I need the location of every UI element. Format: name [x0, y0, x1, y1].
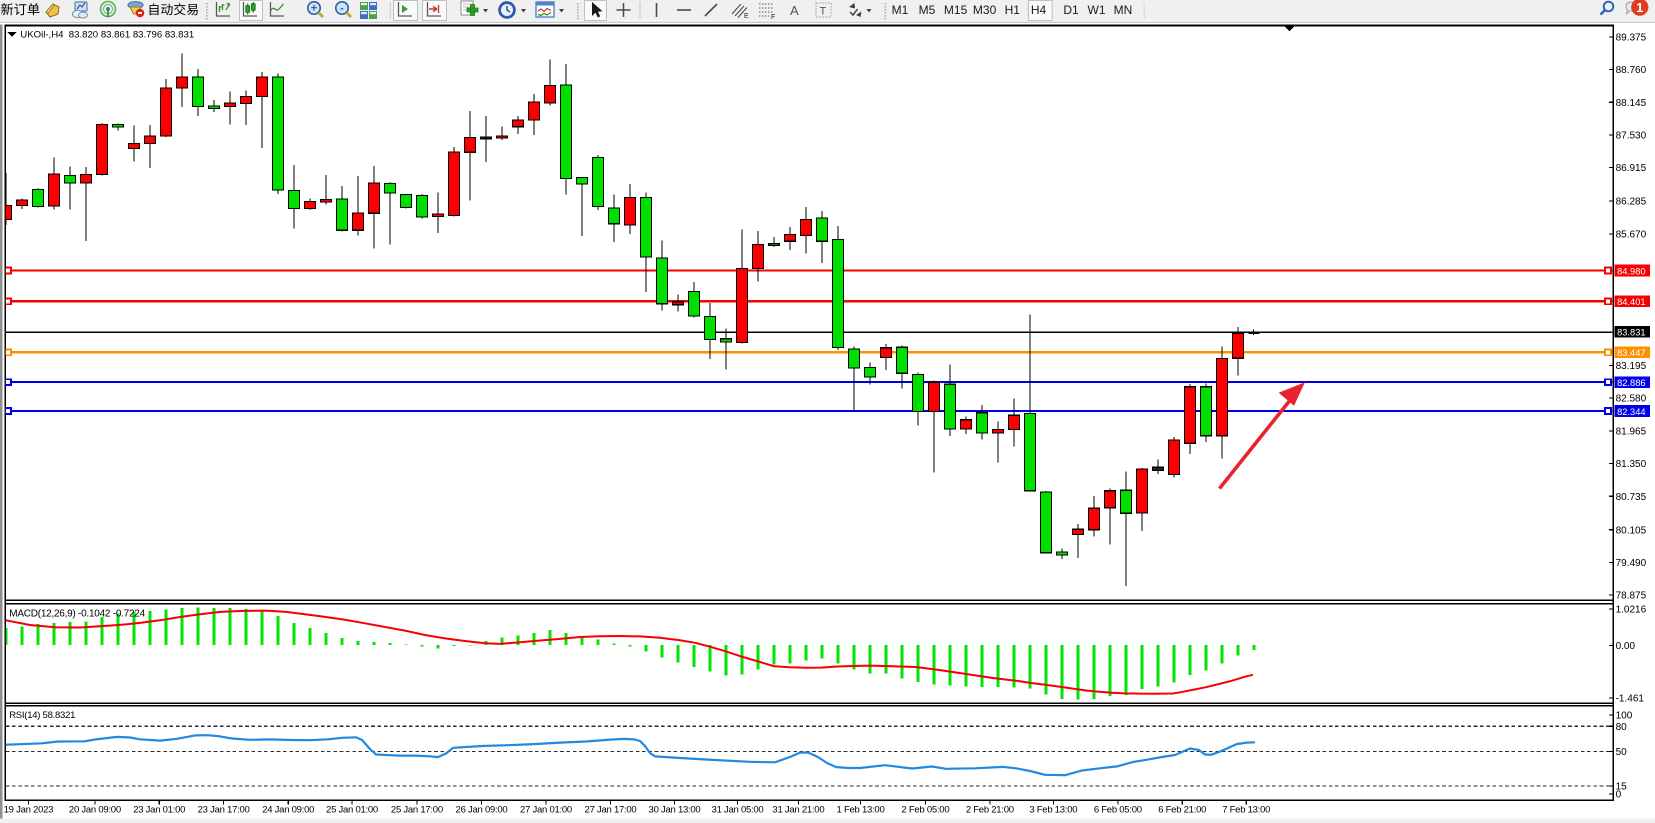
- svg-text:86.285: 86.285: [1616, 197, 1647, 208]
- svg-text:1: 1: [1636, 0, 1643, 15]
- svg-text:27 Jan 01:00: 27 Jan 01:00: [520, 805, 572, 816]
- svg-text:A: A: [790, 3, 799, 18]
- svg-text:83.195: 83.195: [1616, 361, 1647, 372]
- svg-text:25 Jan 17:00: 25 Jan 17:00: [391, 805, 443, 816]
- svg-text:79.490: 79.490: [1616, 558, 1647, 569]
- svg-text:0.00: 0.00: [1616, 641, 1636, 652]
- svg-text:30 Jan 13:00: 30 Jan 13:00: [649, 805, 701, 816]
- svg-text:-: -: [340, 3, 344, 15]
- svg-text:100: 100: [1616, 711, 1633, 722]
- svg-text:2 Feb 05:00: 2 Feb 05:00: [901, 805, 949, 816]
- svg-text:78.875: 78.875: [1616, 591, 1647, 602]
- svg-text:MN: MN: [1114, 3, 1133, 17]
- svg-text:23 Jan 17:00: 23 Jan 17:00: [198, 805, 250, 816]
- svg-text:24 Jan 09:00: 24 Jan 09:00: [262, 805, 314, 816]
- svg-text:UKOil-,H4 83.820 83.861 83.79: UKOil-,H4 83.820 83.861 83.796 83.831: [20, 29, 194, 40]
- svg-text:6 Feb 05:00: 6 Feb 05:00: [1094, 805, 1142, 816]
- svg-text:84.401: 84.401: [1617, 297, 1645, 307]
- svg-text:T: T: [820, 6, 827, 18]
- svg-text:M5: M5: [919, 3, 936, 17]
- svg-text:0: 0: [1616, 789, 1622, 800]
- svg-text:2 Feb 21:00: 2 Feb 21:00: [966, 805, 1014, 816]
- svg-text:H1: H1: [1005, 3, 1021, 17]
- svg-text:82.886: 82.886: [1617, 378, 1645, 388]
- svg-text:89.375: 89.375: [1616, 32, 1647, 43]
- svg-text:81.965: 81.965: [1616, 426, 1647, 437]
- svg-text:84.980: 84.980: [1617, 266, 1645, 276]
- svg-text:19 Jan 2023: 19 Jan 2023: [4, 805, 54, 816]
- svg-text:23 Jan 01:00: 23 Jan 01:00: [133, 805, 185, 816]
- svg-text:6 Feb 21:00: 6 Feb 21:00: [1158, 805, 1206, 816]
- svg-text:85.670: 85.670: [1616, 229, 1647, 240]
- svg-text:82.580: 82.580: [1616, 394, 1647, 405]
- svg-text:26 Jan 09:00: 26 Jan 09:00: [456, 805, 508, 816]
- svg-text:RSI(14) 58.8321: RSI(14) 58.8321: [9, 710, 75, 721]
- svg-text:82.344: 82.344: [1617, 407, 1645, 417]
- svg-text:83.831: 83.831: [1617, 328, 1645, 338]
- svg-text:MACD(12,26,9) -0.1042 -0.7224: MACD(12,26,9) -0.1042 -0.7224: [9, 609, 145, 620]
- svg-text:86.915: 86.915: [1616, 163, 1647, 174]
- svg-text:80.735: 80.735: [1616, 492, 1647, 503]
- svg-text:1.0216: 1.0216: [1616, 605, 1647, 616]
- svg-text:81.350: 81.350: [1616, 459, 1647, 470]
- svg-text:20 Jan 09:00: 20 Jan 09:00: [69, 805, 121, 816]
- svg-text:50: 50: [1616, 747, 1628, 758]
- svg-text:1 Feb 13:00: 1 Feb 13:00: [837, 805, 885, 816]
- svg-text:27 Jan 17:00: 27 Jan 17:00: [585, 805, 637, 816]
- svg-text:M15: M15: [944, 3, 968, 17]
- svg-text:88.760: 88.760: [1616, 65, 1647, 76]
- svg-text:E: E: [744, 13, 749, 20]
- svg-text:15: 15: [1616, 782, 1628, 793]
- svg-text:25 Jan 01:00: 25 Jan 01:00: [326, 805, 378, 816]
- svg-text:M1: M1: [892, 3, 909, 17]
- svg-text:31 Jan 05:00: 31 Jan 05:00: [712, 805, 764, 816]
- svg-text:H4: H4: [1031, 3, 1047, 17]
- svg-text:87.530: 87.530: [1616, 131, 1647, 142]
- svg-text:7 Feb 13:00: 7 Feb 13:00: [1222, 805, 1270, 816]
- svg-text:80.105: 80.105: [1616, 525, 1647, 536]
- svg-text:M30: M30: [973, 3, 997, 17]
- svg-text:31 Jan 21:00: 31 Jan 21:00: [772, 805, 824, 816]
- svg-text:80: 80: [1616, 722, 1628, 733]
- svg-text:3 Feb 13:00: 3 Feb 13:00: [1029, 805, 1077, 816]
- svg-text:D1: D1: [1063, 3, 1079, 17]
- svg-text:+: +: [311, 3, 317, 15]
- svg-text:88.145: 88.145: [1616, 98, 1647, 109]
- svg-text:W1: W1: [1088, 3, 1106, 17]
- svg-text:-1.461: -1.461: [1616, 693, 1645, 704]
- svg-text:F: F: [771, 14, 775, 21]
- svg-text:83.447: 83.447: [1617, 348, 1645, 358]
